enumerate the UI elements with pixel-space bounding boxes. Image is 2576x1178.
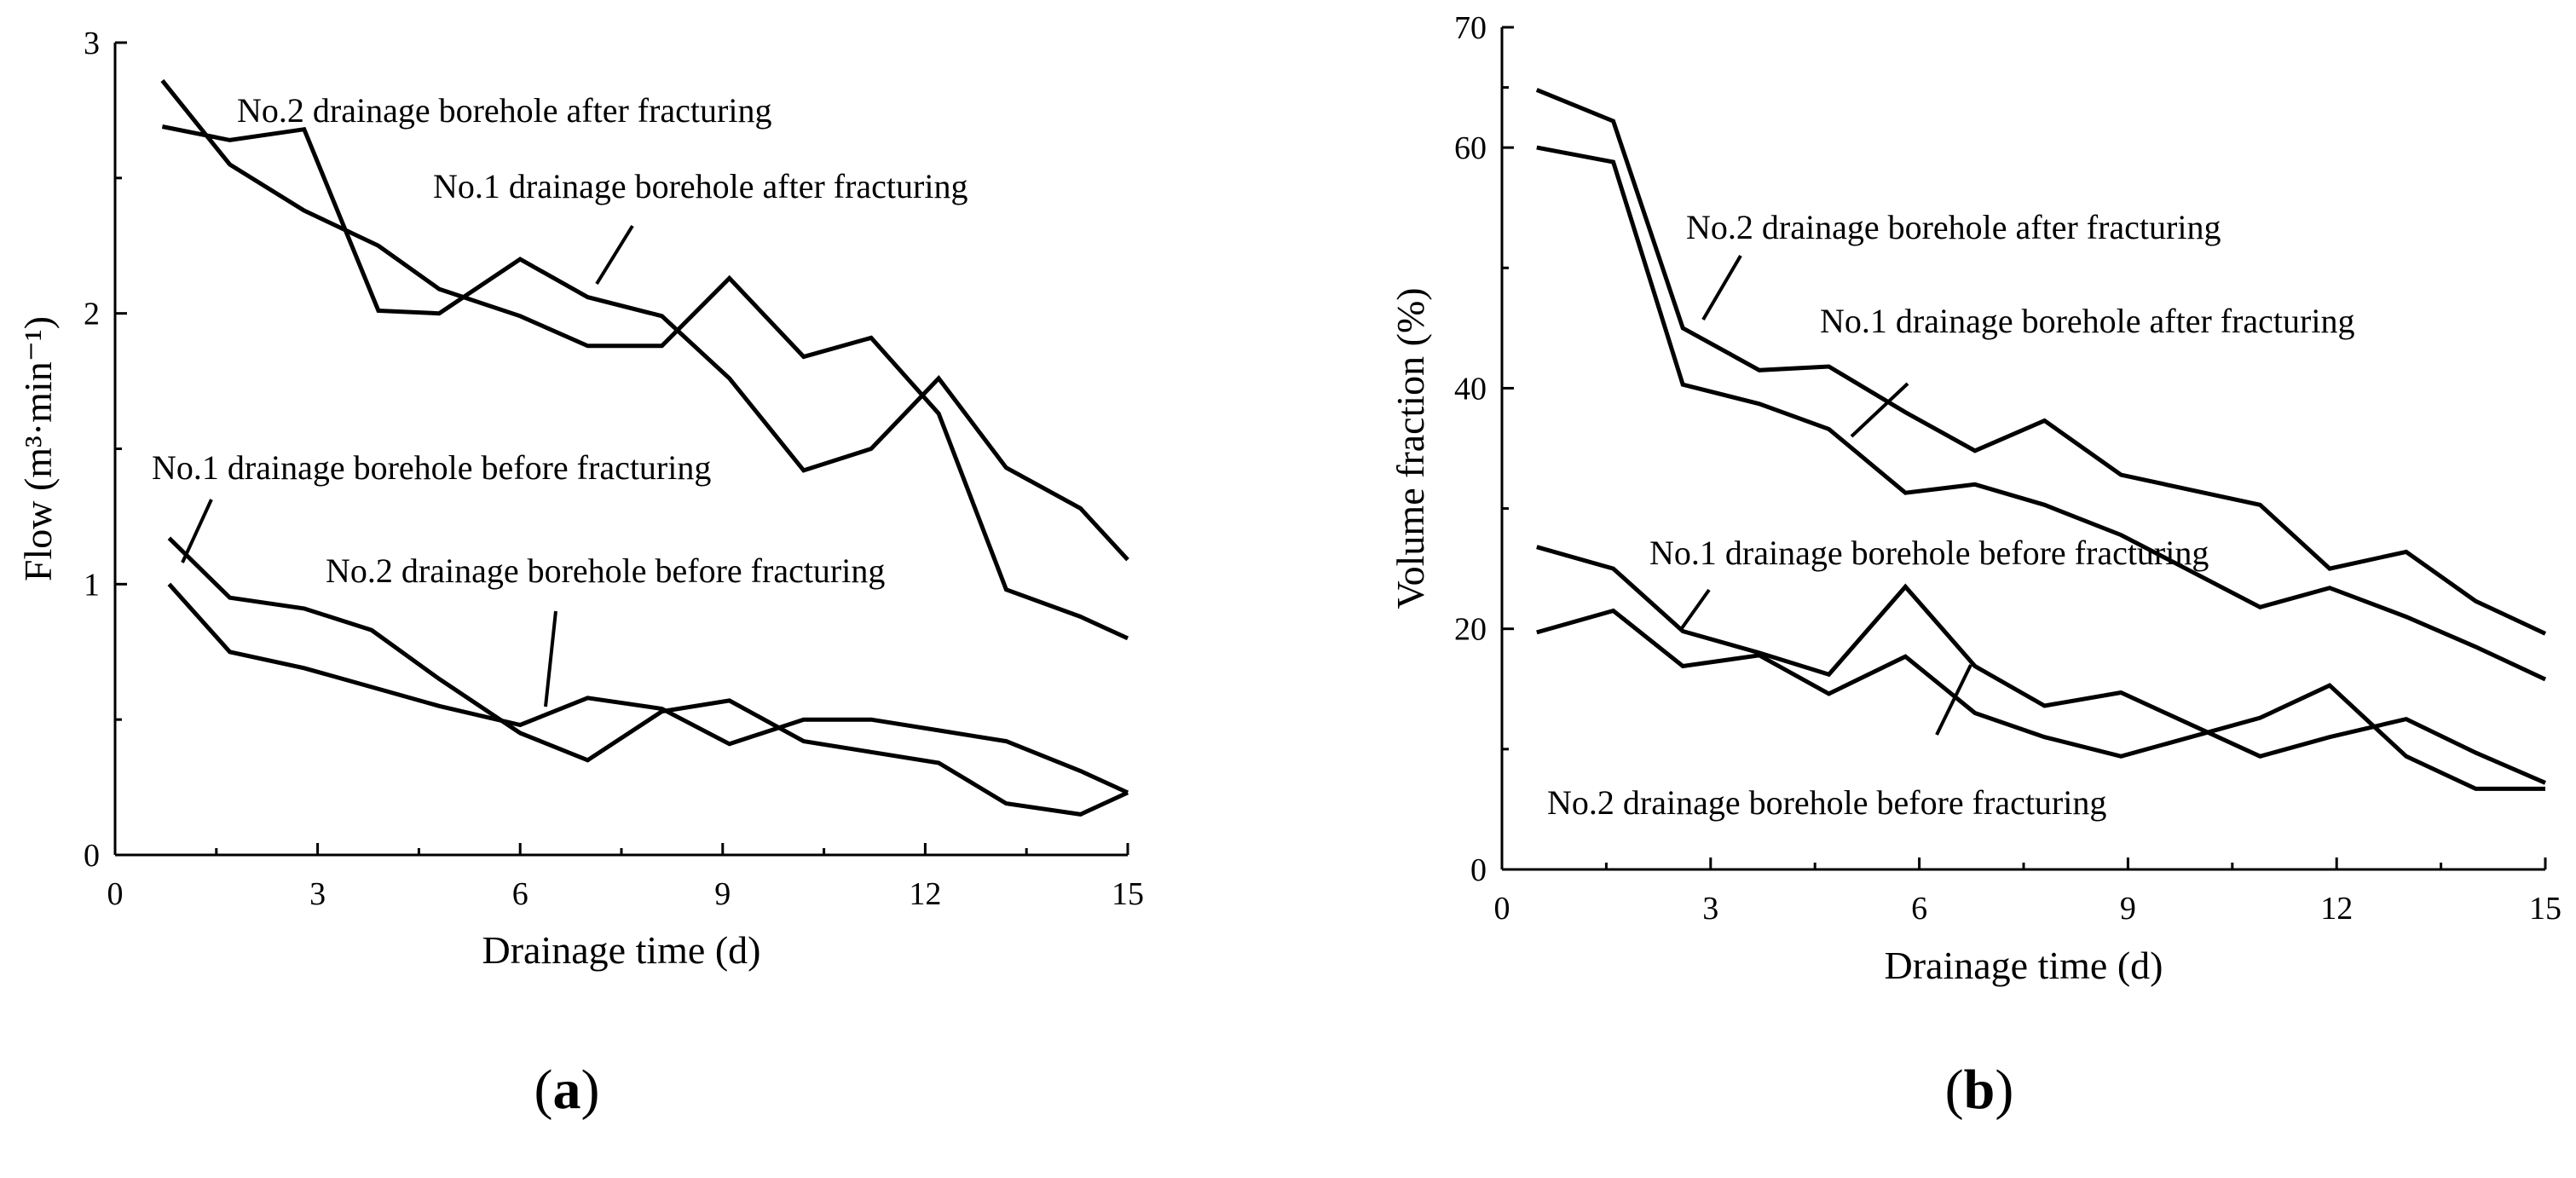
series-line-2	[161, 124, 1129, 562]
x-axis-title: Drainage time (d)	[1885, 944, 2163, 987]
y-tick-label: 40	[1454, 371, 1487, 407]
panel-label: (a)	[534, 1059, 600, 1121]
x-tick-label: 3	[309, 876, 326, 912]
x-axis-title: Drainage time (d)	[482, 928, 761, 972]
x-tick-label: 12	[2320, 891, 2353, 927]
panel-b: 0 3 6 9 12 15 0 20 40 60 70 Drainage time (d) Volume…	[1389, 10, 2562, 1121]
series-annotation-2: No.1 drainage borehole after fracturing	[433, 167, 967, 205]
series-line-1	[160, 78, 1129, 641]
series-annotation-3: No.1 drainage borehole before fracturing	[1649, 534, 2209, 572]
y-tick-label: 3	[84, 26, 100, 61]
x-tick-label: 3	[1702, 891, 1718, 927]
x-tick-label: 9	[714, 876, 731, 912]
series-annotation-2: No.1 drainage borehole after fracturing	[1820, 302, 2354, 340]
series-line-3	[1536, 545, 2546, 785]
x-tick-label: 0	[107, 876, 124, 912]
leader-line-4	[544, 610, 557, 707]
series-annotation-1: No.2 drainage borehole after fracturing	[1686, 208, 2221, 246]
y-axis-title: Flow (m³·min⁻¹)	[16, 316, 60, 581]
y-tick-label: 2	[84, 297, 100, 332]
x-tick-label: 6	[1911, 891, 1927, 927]
x-tick-label: 15	[1112, 876, 1144, 912]
y-tick-label: 20	[1454, 612, 1487, 648]
leader-line-1	[1701, 254, 1742, 321]
series-line-4	[167, 582, 1129, 795]
leader-line-4	[1935, 664, 1972, 736]
x-tick-label: 12	[909, 876, 941, 912]
series-annotation-4: No.2 drainage borehole before fracturing	[326, 551, 885, 590]
y-tick-label: 0	[1470, 852, 1487, 888]
series-annotation-4: No.2 drainage borehole before fracturing	[1547, 783, 2106, 822]
series-line-3	[167, 536, 1129, 817]
x-tick-label: 15	[2529, 891, 2562, 927]
leader-line-3	[1680, 588, 1711, 630]
x-tick-label: 9	[2120, 891, 2136, 927]
x-tick-label: 0	[1494, 891, 1510, 927]
series-line-1	[1535, 88, 2547, 636]
series-line-2	[1536, 145, 2547, 682]
y-tick-label: 0	[84, 838, 100, 874]
series-annotation-1: No.2 drainage borehole after fracturing	[237, 91, 771, 130]
leader-line-3	[181, 499, 213, 563]
leader-line-2	[595, 224, 634, 286]
x-tick-label: 6	[512, 876, 528, 912]
y-tick-label: 1	[84, 567, 100, 603]
y-tick-label: 70	[1454, 10, 1487, 46]
series-annotation-3: No.1 drainage borehole before fracturing	[152, 448, 711, 487]
panel-label: (b)	[1945, 1059, 2014, 1121]
y-axis-title: Volume fraction (%)	[1389, 287, 1432, 609]
y-tick-label: 60	[1454, 130, 1487, 166]
series-line-4	[1536, 608, 2545, 791]
leader-line-2	[1850, 382, 1909, 438]
